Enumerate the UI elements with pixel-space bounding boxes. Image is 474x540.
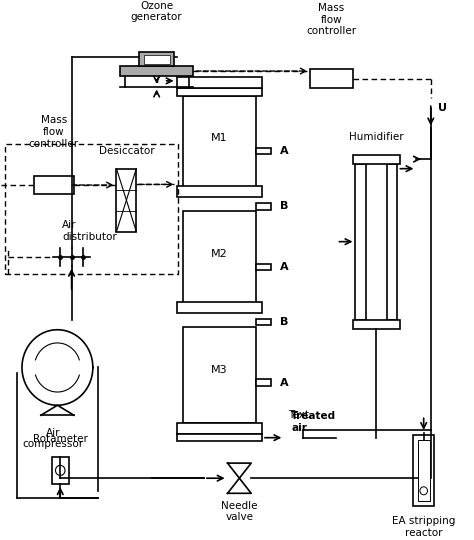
Bar bbox=[353, 320, 400, 329]
Bar bbox=[34, 176, 74, 194]
Text: Humidifier: Humidifier bbox=[349, 132, 404, 142]
Text: EA stripping
reactor: EA stripping reactor bbox=[392, 516, 456, 537]
Bar bbox=[144, 55, 170, 64]
Bar bbox=[418, 440, 430, 501]
Bar bbox=[120, 66, 193, 76]
Bar bbox=[353, 154, 400, 164]
Bar bbox=[256, 148, 271, 154]
Bar bbox=[182, 96, 256, 191]
Text: A: A bbox=[280, 262, 288, 272]
Text: Text: Text bbox=[288, 410, 309, 420]
Text: Air
distributor: Air distributor bbox=[62, 220, 117, 242]
Bar bbox=[310, 69, 353, 88]
Text: Ozone
generator: Ozone generator bbox=[131, 1, 182, 22]
Text: M1: M1 bbox=[211, 133, 228, 144]
Bar bbox=[182, 212, 256, 307]
Text: B: B bbox=[280, 317, 288, 327]
Bar bbox=[176, 77, 262, 88]
Bar bbox=[256, 379, 271, 386]
Bar bbox=[117, 168, 137, 232]
Bar bbox=[387, 164, 398, 320]
Text: Desiccator: Desiccator bbox=[99, 146, 154, 156]
Bar bbox=[176, 423, 262, 434]
Bar bbox=[176, 434, 262, 442]
Bar bbox=[182, 327, 256, 423]
Bar bbox=[176, 186, 262, 197]
Text: Mass
flow
controller: Mass flow controller bbox=[307, 3, 356, 36]
Text: B: B bbox=[280, 201, 288, 212]
Text: Mass
flow
controller: Mass flow controller bbox=[29, 116, 79, 148]
Bar bbox=[176, 88, 262, 96]
Text: A: A bbox=[280, 377, 288, 388]
Text: Needle
valve: Needle valve bbox=[221, 501, 257, 523]
Bar bbox=[413, 435, 434, 506]
Bar bbox=[356, 164, 366, 320]
Bar bbox=[176, 301, 262, 313]
Bar bbox=[139, 52, 174, 66]
Text: U: U bbox=[438, 103, 447, 113]
Bar bbox=[256, 264, 271, 270]
Text: Air
compressor: Air compressor bbox=[22, 428, 83, 449]
Bar bbox=[256, 319, 271, 326]
Text: Rotameter: Rotameter bbox=[33, 434, 88, 444]
Text: Treated
air: Treated air bbox=[292, 411, 337, 433]
Text: M3: M3 bbox=[211, 365, 228, 375]
Text: M2: M2 bbox=[211, 249, 228, 259]
Bar bbox=[256, 203, 271, 210]
Bar bbox=[52, 456, 69, 484]
Text: A: A bbox=[280, 146, 288, 156]
